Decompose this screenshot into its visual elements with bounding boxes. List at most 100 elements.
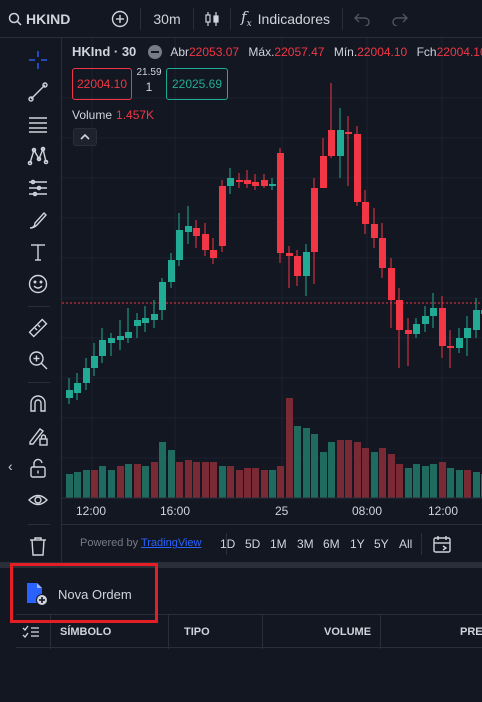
powered-prefix: Powered by: [80, 537, 139, 549]
zoom-tool[interactable]: [24, 346, 52, 374]
column-separator: [168, 615, 169, 649]
candle-body: [134, 320, 141, 326]
candle-body: [125, 332, 132, 338]
volume-bar: [354, 442, 361, 498]
emoji-tool[interactable]: [24, 270, 52, 298]
buy-button[interactable]: 22025.69: [166, 68, 228, 100]
undo-button[interactable]: [343, 0, 381, 38]
volume-label: Volume: [72, 108, 113, 122]
candle-body: [66, 390, 73, 398]
lines-icon: [29, 117, 47, 133]
column-volume[interactable]: VOLUME: [324, 626, 372, 638]
close-label: Fch: [416, 45, 437, 59]
magnet-tool[interactable]: [24, 390, 52, 418]
quantity-value[interactable]: 1: [145, 80, 153, 94]
low-label: Mín.: [333, 45, 358, 59]
column-price[interactable]: PREÇ: [460, 626, 482, 638]
toolbar-separator: [28, 382, 50, 383]
collapse-toolbar-icon[interactable]: ‹: [8, 458, 13, 474]
range-6m[interactable]: 6M: [323, 537, 340, 551]
range-5d[interactable]: 5D: [245, 537, 261, 551]
measure-tool[interactable]: [24, 314, 52, 342]
volume-bar: [227, 466, 234, 498]
low-value: 22004.10: [357, 45, 408, 59]
indicators-button[interactable]: fx Indicadores: [231, 0, 342, 38]
volume-bar: [83, 470, 90, 498]
legend-collapse-icon[interactable]: [147, 44, 162, 59]
volume-bar: [337, 440, 344, 498]
text-tool[interactable]: [24, 238, 52, 266]
drawing-toolbar: ‹: [0, 38, 62, 562]
redo-button[interactable]: [381, 0, 419, 38]
candle-body: [185, 226, 192, 232]
select-all-icon[interactable]: [22, 615, 40, 649]
volume-bar: [303, 428, 310, 498]
candle-body: [430, 308, 437, 316]
crosshair-tool[interactable]: [24, 46, 52, 74]
brush-tool[interactable]: [24, 206, 52, 234]
candle-body: [439, 308, 446, 346]
range-1y[interactable]: 1Y: [350, 537, 365, 551]
candle-body: [108, 338, 115, 343]
fx-icon: fx: [241, 8, 252, 29]
candle-body: [320, 156, 327, 188]
time-axis-label: 12:00: [428, 504, 459, 518]
volume-bar: [236, 470, 243, 498]
volume-bar: [244, 468, 251, 498]
volume-bar: [388, 454, 395, 498]
candle-body: [379, 238, 386, 268]
candle-body: [337, 130, 344, 156]
candle-body: [413, 324, 420, 334]
candle-body: [168, 260, 175, 282]
volume-bar: [108, 470, 115, 498]
panel-divider[interactable]: [0, 562, 482, 568]
interval-button[interactable]: 30m: [153, 10, 181, 27]
new-order-button[interactable]: Nova Ordem: [24, 580, 132, 608]
collapse-legend-button[interactable]: [73, 128, 97, 146]
volume-bar: [159, 442, 166, 498]
chart-area[interactable]: HKInd · 30 Abr22053.07 Máx.22057.47 Mín.…: [62, 38, 482, 520]
candle-body: [328, 130, 335, 156]
spread-value: 21.59: [136, 67, 162, 78]
range-1m[interactable]: 1M: [270, 537, 287, 551]
column-type[interactable]: TIPO: [184, 626, 210, 638]
tradingview-link[interactable]: TradingView: [140, 537, 202, 549]
open-label: Abr: [170, 45, 189, 59]
lock-drawing-tool[interactable]: [24, 422, 52, 450]
symbol-search-button[interactable]: HKIND: [0, 0, 100, 38]
volume-bar: [125, 464, 132, 498]
magnet-icon: [30, 395, 46, 412]
trend-line-tool[interactable]: [24, 78, 52, 106]
remove-drawings-tool[interactable]: [24, 532, 52, 560]
toolbar-separator: [342, 7, 344, 30]
pattern-tool[interactable]: [24, 142, 52, 170]
column-symbol[interactable]: SÍMBOLO: [60, 626, 112, 638]
lock-all-tool[interactable]: [24, 454, 52, 482]
legend-symbol: HKInd · 30: [72, 44, 137, 59]
candle-body: [210, 250, 217, 258]
high-label: Máx.: [248, 45, 275, 59]
goto-date-button[interactable]: [432, 534, 452, 554]
range-5y[interactable]: 5Y: [374, 537, 389, 551]
volume-bar: [168, 450, 175, 498]
candle-body: [91, 356, 98, 368]
fib-tool[interactable]: [24, 174, 52, 202]
candle-body: [99, 340, 106, 356]
candle-body: [405, 330, 412, 334]
fib-icon: [29, 179, 47, 197]
redo-icon: [392, 13, 409, 26]
volume-bar: [151, 462, 158, 498]
horizontal-lines-tool[interactable]: [24, 110, 52, 138]
range-1d[interactable]: 1D: [220, 537, 236, 551]
compare-symbol-button[interactable]: [100, 0, 140, 38]
open-value: 22053.07: [189, 45, 240, 59]
sell-button[interactable]: 22004.10: [72, 68, 132, 100]
calendar-icon: [433, 536, 451, 553]
column-separator: [262, 615, 263, 649]
candle-body: [354, 134, 361, 202]
candle-body: [159, 282, 166, 310]
visibility-tool[interactable]: [24, 486, 52, 514]
range-all[interactable]: All: [399, 537, 413, 551]
range-3m[interactable]: 3M: [297, 537, 314, 551]
chart-type-button[interactable]: [194, 0, 230, 38]
